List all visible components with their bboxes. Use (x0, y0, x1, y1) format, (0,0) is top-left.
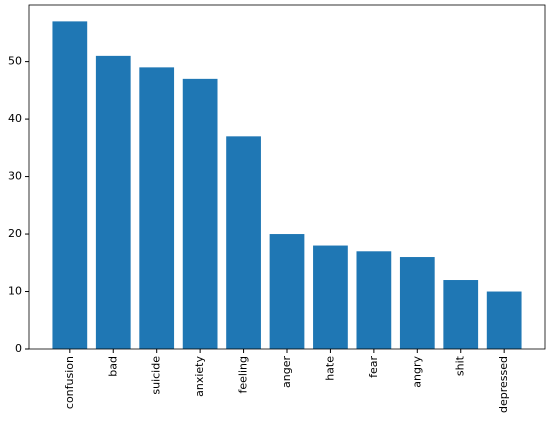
x-tick-label: depressed (497, 356, 510, 413)
bar (226, 136, 261, 349)
bar (443, 280, 479, 349)
x-tick-label: bad (106, 356, 119, 377)
x-tick-label: anger (280, 356, 293, 388)
bar (269, 234, 305, 349)
y-tick-label: 30 (8, 170, 22, 183)
x-tick-label: suicide (150, 356, 163, 395)
x-tick-label: hate (323, 356, 336, 381)
bar (399, 257, 435, 349)
bar (95, 55, 131, 350)
x-tick-label: anxiety (193, 356, 206, 397)
bar (182, 78, 218, 350)
bar (313, 245, 348, 349)
plot-frame (28, 4, 546, 350)
bar (139, 67, 175, 349)
bar (356, 251, 392, 349)
y-tick-label: 10 (8, 285, 22, 298)
x-tick-label: shit (454, 355, 467, 376)
y-tick-label: 40 (8, 112, 22, 125)
x-tick-label: angry (410, 356, 423, 388)
x-tick-label: confusion (63, 356, 76, 409)
bar (52, 21, 88, 350)
x-tick-label: fear (367, 356, 380, 378)
y-tick-label: 20 (8, 227, 22, 240)
y-tick-label: 0 (15, 342, 22, 355)
x-tick-label: feeling (237, 356, 250, 393)
bar (486, 291, 522, 349)
y-tick-label: 50 (8, 55, 22, 68)
